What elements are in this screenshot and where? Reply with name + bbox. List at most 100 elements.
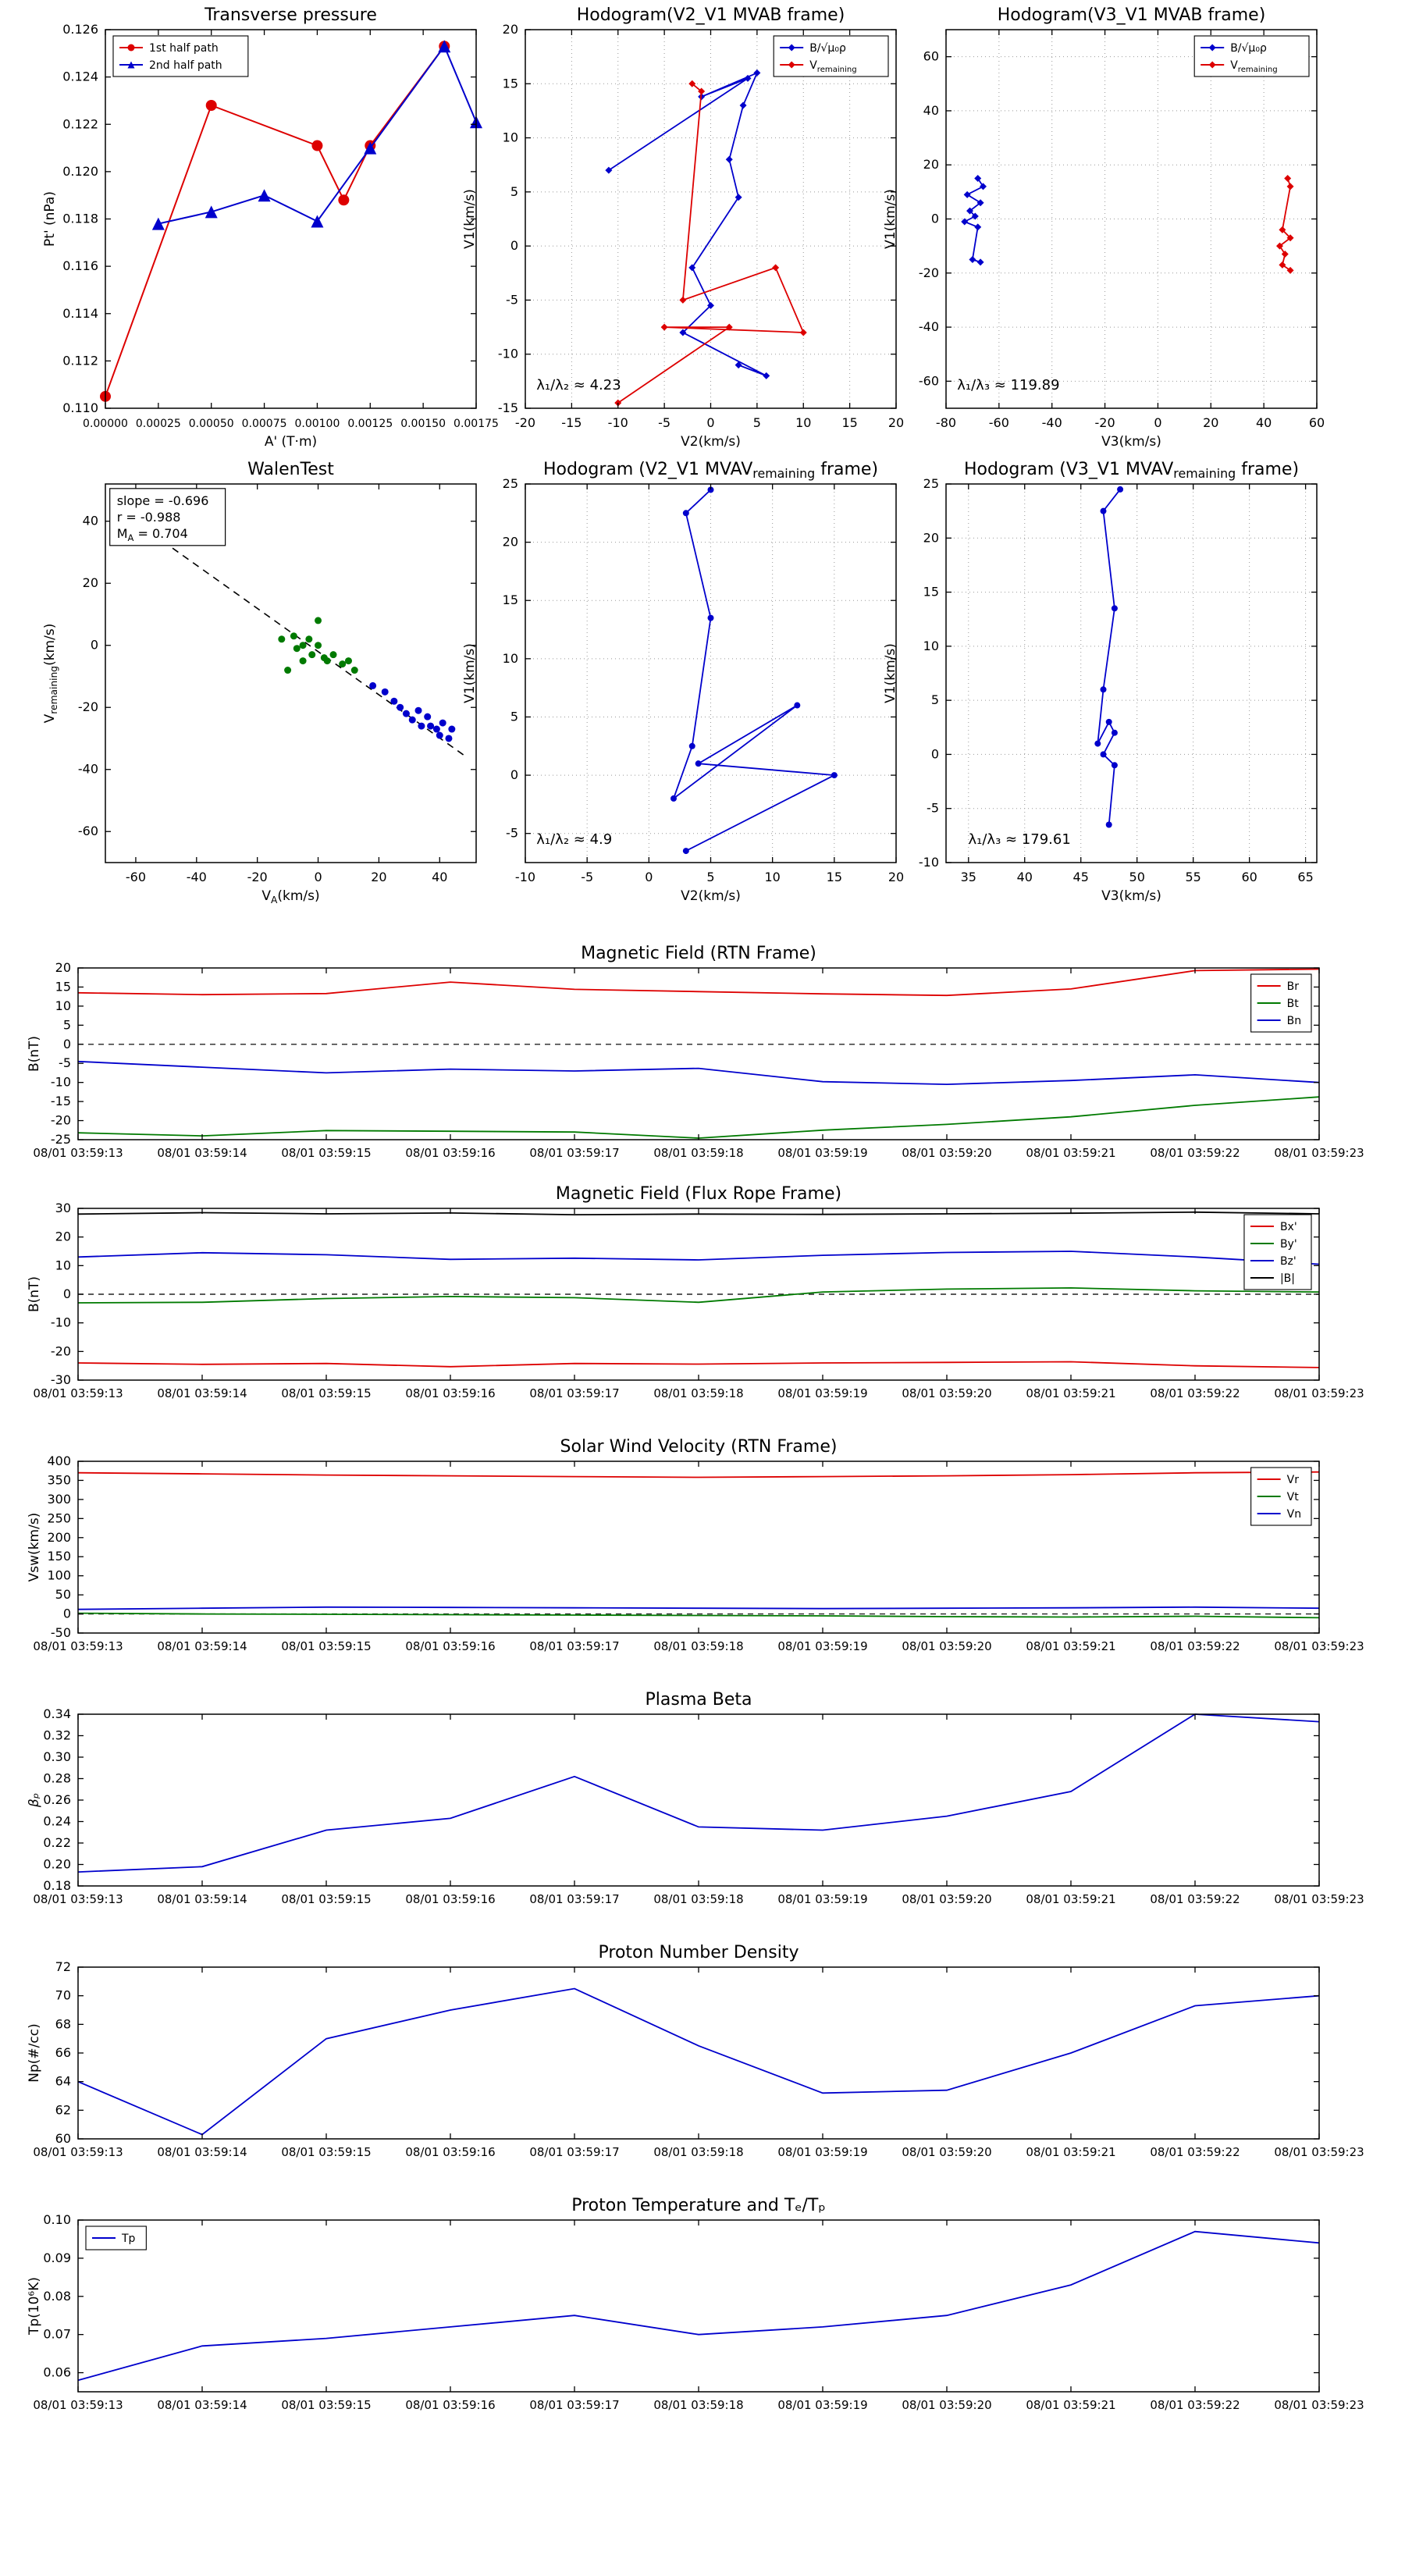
svg-text:-5: -5 <box>658 415 670 430</box>
svg-text:0: 0 <box>314 870 322 884</box>
chart-magnetic-field-rtn: 08/01 03:59:13 08/01 03:59:14 08/01 03:59:… <box>20 944 1366 1174</box>
svg-text:08/01 03:59:16: 08/01 03:59:16 <box>405 2398 495 2412</box>
svg-text:08/01 03:59:21: 08/01 03:59:21 <box>1026 1639 1115 1653</box>
svg-text:0.08: 0.08 <box>43 2289 71 2304</box>
svg-text:100: 100 <box>47 1568 71 1583</box>
svg-text:2nd half path: 2nd half path <box>149 59 222 72</box>
svg-text:-40: -40 <box>187 870 207 884</box>
svg-text:08/01 03:59:16: 08/01 03:59:16 <box>405 1639 495 1653</box>
svg-text:08/01 03:59:23: 08/01 03:59:23 <box>1274 2398 1364 2412</box>
svg-text:08/01 03:59:19: 08/01 03:59:19 <box>777 1386 867 1400</box>
svg-text:0: 0 <box>63 1286 71 1301</box>
svg-text:40: 40 <box>1256 415 1272 430</box>
svg-text:10: 10 <box>795 415 811 430</box>
svg-text:A' (T·m): A' (T·m) <box>265 434 317 450</box>
svg-text:V2(km/s): V2(km/s) <box>681 888 741 904</box>
svg-text:60: 60 <box>1309 415 1325 430</box>
svg-text:0: 0 <box>645 870 653 884</box>
svg-text:08/01 03:59:20: 08/01 03:59:20 <box>902 2145 991 2159</box>
svg-text:-5: -5 <box>59 1055 71 1070</box>
svg-text:08/01 03:59:17: 08/01 03:59:17 <box>529 1639 619 1653</box>
svg-text:08/01 03:59:13: 08/01 03:59:13 <box>33 1892 123 1906</box>
svg-text:Bt: Bt <box>1287 998 1300 1010</box>
svg-text:λ₁/λ₃ ≈ 119.89: λ₁/λ₃ ≈ 119.89 <box>957 377 1059 393</box>
svg-text:66: 66 <box>55 2045 71 2060</box>
svg-text:-60: -60 <box>78 824 98 838</box>
svg-text:0.00025: 0.00025 <box>136 418 181 430</box>
svg-text:-10: -10 <box>498 347 518 361</box>
svg-text:20: 20 <box>55 1229 71 1244</box>
svg-text:08/01 03:59:18: 08/01 03:59:18 <box>653 2145 743 2159</box>
svg-text:08/01 03:59:19: 08/01 03:59:19 <box>777 1892 867 1906</box>
svg-text:-10: -10 <box>515 870 535 884</box>
svg-text:300: 300 <box>47 1492 71 1507</box>
svg-text:08/01 03:59:14: 08/01 03:59:14 <box>157 1146 247 1160</box>
svg-text:08/01 03:59:18: 08/01 03:59:18 <box>653 2398 743 2412</box>
svg-text:40: 40 <box>83 514 98 528</box>
svg-text:08/01 03:59:16: 08/01 03:59:16 <box>405 1386 495 1400</box>
svg-text:0.00000: 0.00000 <box>83 418 128 430</box>
svg-text:Vremaining: Vremaining <box>809 59 856 74</box>
svg-text:40: 40 <box>923 103 939 118</box>
svg-text:0.00050: 0.00050 <box>189 418 234 430</box>
svg-text:0.34: 0.34 <box>43 1706 71 1721</box>
svg-text:08/01 03:59:17: 08/01 03:59:17 <box>529 1146 619 1160</box>
svg-text:0: 0 <box>931 212 939 226</box>
svg-text:0.00100: 0.00100 <box>294 418 340 430</box>
svg-text:0.07: 0.07 <box>43 2327 71 2342</box>
svg-text:-20: -20 <box>515 415 535 430</box>
svg-text:08/01 03:59:18: 08/01 03:59:18 <box>653 1892 743 1906</box>
svg-text:0: 0 <box>63 1606 71 1621</box>
svg-text:5: 5 <box>510 184 518 199</box>
svg-text:0.124: 0.124 <box>62 69 98 84</box>
svg-text:0: 0 <box>91 638 98 653</box>
svg-text:-15: -15 <box>498 400 518 415</box>
svg-text:|B|: |B| <box>1280 1272 1295 1285</box>
svg-text:0.22: 0.22 <box>43 1835 71 1850</box>
svg-text:λ₁/λ₂ ≈ 4.23: λ₁/λ₂ ≈ 4.23 <box>536 377 621 393</box>
svg-text:Plasma Beta: Plasma Beta <box>646 1691 752 1710</box>
svg-text:Np(#/cc): Np(#/cc) <box>27 2023 42 2082</box>
svg-text:08/01 03:59:22: 08/01 03:59:22 <box>1150 1386 1240 1400</box>
svg-text:08/01 03:59:17: 08/01 03:59:17 <box>529 1892 619 1906</box>
svg-text:0.28: 0.28 <box>43 1771 71 1786</box>
svg-text:-40: -40 <box>1042 415 1062 430</box>
svg-text:0: 0 <box>706 415 714 430</box>
svg-text:65: 65 <box>1297 870 1313 884</box>
svg-text:68: 68 <box>55 2016 71 2031</box>
svg-text:5: 5 <box>931 692 939 707</box>
svg-text:B/√μ₀ρ: B/√μ₀ρ <box>809 42 846 55</box>
svg-text:08/01 03:59:13: 08/01 03:59:13 <box>33 1639 123 1653</box>
svg-text:70: 70 <box>55 1988 71 2003</box>
svg-text:08/01 03:59:23: 08/01 03:59:23 <box>1274 2145 1364 2159</box>
svg-text:08/01 03:59:15: 08/01 03:59:15 <box>281 2398 371 2412</box>
svg-text:20: 20 <box>1203 415 1218 430</box>
svg-text:5: 5 <box>510 709 518 724</box>
svg-text:08/01 03:59:14: 08/01 03:59:14 <box>157 1639 247 1653</box>
svg-text:10: 10 <box>55 998 71 1013</box>
svg-text:-80: -80 <box>936 415 956 430</box>
svg-text:10: 10 <box>55 1258 71 1272</box>
svg-text:350: 350 <box>47 1472 71 1487</box>
svg-text:20: 20 <box>503 22 518 37</box>
svg-text:0.118: 0.118 <box>62 212 98 226</box>
svg-text:64: 64 <box>55 2074 71 2089</box>
chart-walen-test: -60 -40 -20 0 20 40 -60 -40 -20 0 20 40 WalenTest VA(… <box>35 457 500 909</box>
svg-text:08/01 03:59:19: 08/01 03:59:19 <box>777 1146 867 1160</box>
svg-text:08/01 03:59:14: 08/01 03:59:14 <box>157 2145 247 2159</box>
svg-text:-10: -10 <box>51 1075 71 1090</box>
svg-text:0.10: 0.10 <box>43 2212 71 2227</box>
svg-text:WalenTest: WalenTest <box>247 460 334 479</box>
svg-text:Hodogram(V3_V1 MVAB frame): Hodogram(V3_V1 MVAB frame) <box>998 5 1266 25</box>
svg-text:30: 30 <box>55 1201 71 1215</box>
svg-text:Vt: Vt <box>1287 1491 1300 1503</box>
svg-text:08/01 03:59:16: 08/01 03:59:16 <box>405 1892 495 1906</box>
svg-text:08/01 03:59:23: 08/01 03:59:23 <box>1274 1386 1364 1400</box>
svg-text:08/01 03:59:15: 08/01 03:59:15 <box>281 1639 371 1653</box>
svg-text:08/01 03:59:13: 08/01 03:59:13 <box>33 1386 123 1400</box>
svg-text:08/01 03:59:18: 08/01 03:59:18 <box>653 1386 743 1400</box>
svg-text:B(nT): B(nT) <box>27 1036 42 1072</box>
svg-text:0.09: 0.09 <box>43 2250 71 2265</box>
svg-text:08/01 03:59:18: 08/01 03:59:18 <box>653 1146 743 1160</box>
svg-text:r = -0.988: r = -0.988 <box>117 510 181 525</box>
